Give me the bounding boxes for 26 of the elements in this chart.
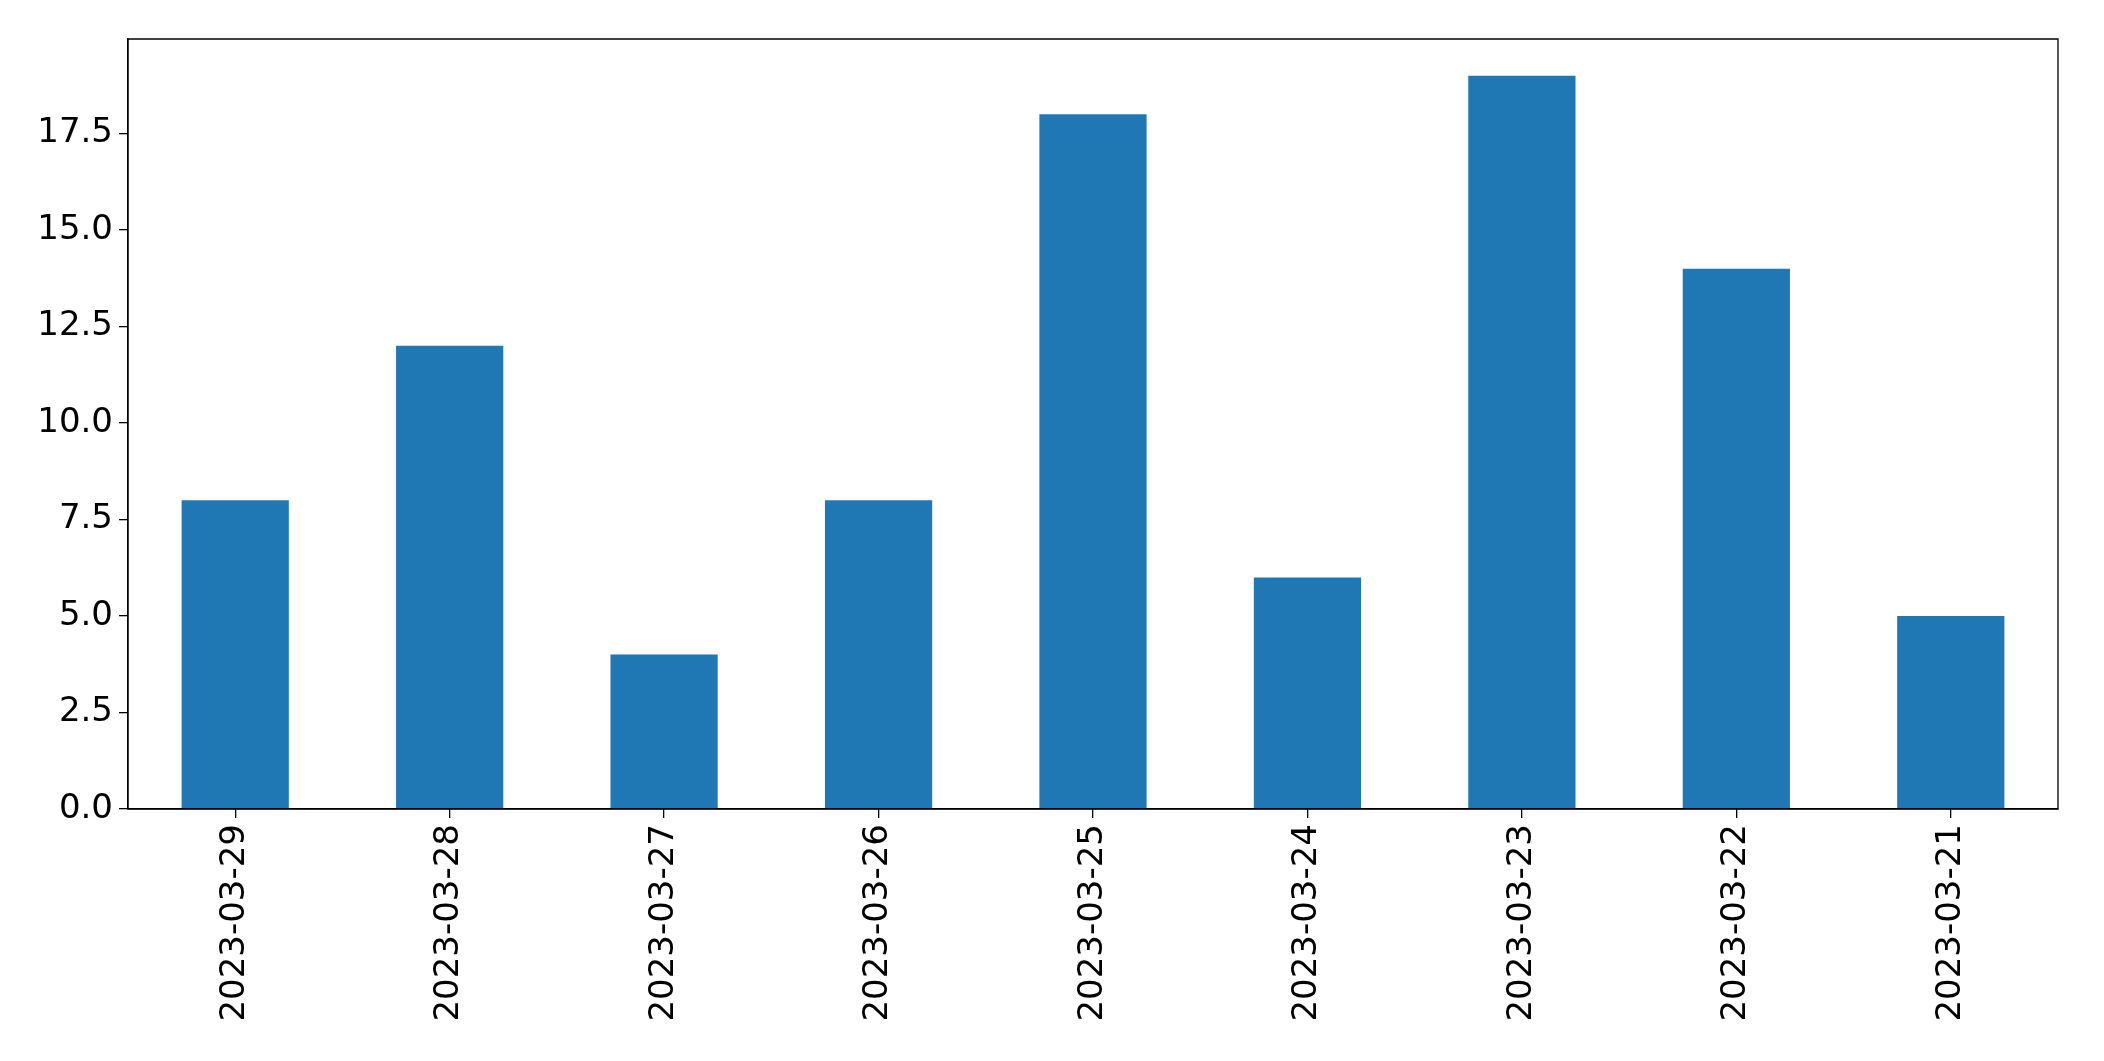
bar	[1897, 616, 2005, 809]
bar	[1039, 114, 1147, 809]
x-tick-label: 2023-03-29	[212, 824, 253, 1022]
x-tick-label: 2023-03-23	[1498, 824, 1539, 1022]
bar	[1468, 75, 1576, 809]
bar	[1253, 577, 1362, 809]
y-tick-label: 17.5	[37, 110, 113, 151]
x-tick-label: 2023-03-26	[855, 824, 896, 1022]
bar	[181, 500, 289, 809]
y-tick-label: 5.0	[58, 592, 113, 633]
bar	[396, 345, 504, 809]
bar	[824, 500, 933, 809]
x-tick-label: 2023-03-21	[1927, 824, 1968, 1022]
y-tick-label: 15.0	[37, 206, 113, 247]
x-tick-label: 2023-03-22	[1713, 824, 1754, 1022]
y-tick-label: 7.5	[58, 496, 113, 537]
x-tick-label: 2023-03-25	[1069, 824, 1110, 1022]
x-tick-label: 2023-03-27	[640, 824, 681, 1022]
bar	[1682, 268, 1790, 809]
x-tick-label: 2023-03-24	[1284, 824, 1325, 1022]
y-tick-label: 0.0	[58, 785, 113, 826]
y-tick-label: 2.5	[58, 689, 113, 730]
y-tick-label: 12.5	[37, 303, 113, 344]
x-tick-label: 2023-03-28	[426, 824, 467, 1022]
bar	[610, 654, 718, 809]
y-tick-label: 10.0	[37, 399, 113, 440]
